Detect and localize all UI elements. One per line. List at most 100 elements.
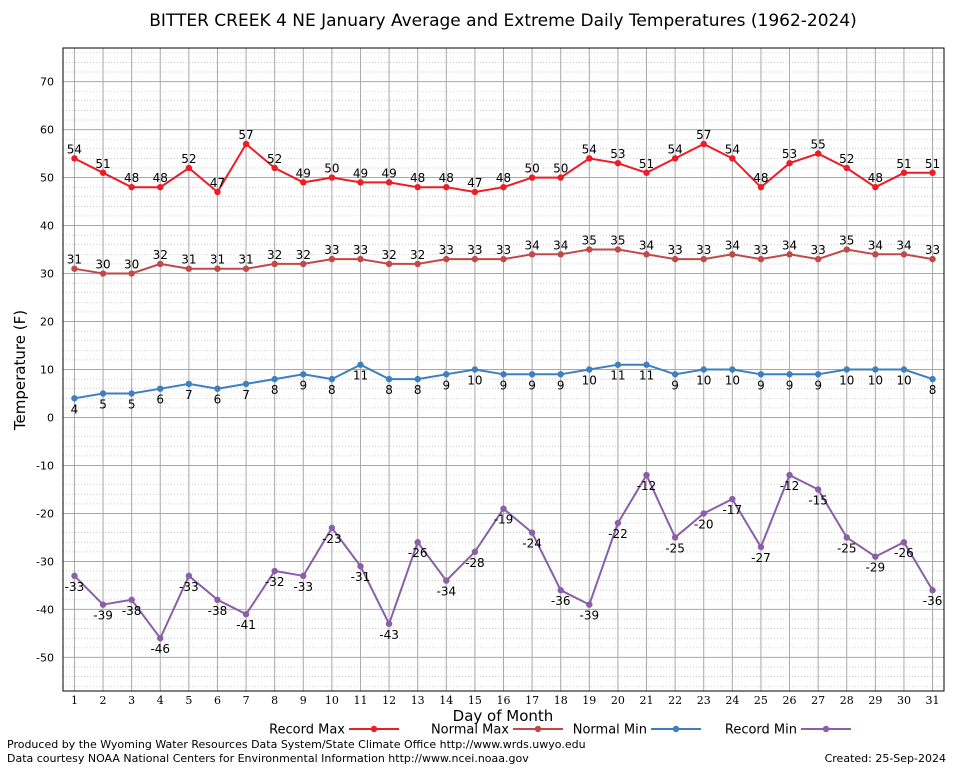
x-tick-label: 24 [725, 694, 739, 707]
data-label-normal-min: 8 [328, 383, 336, 397]
x-tick-label: 30 [897, 694, 911, 707]
x-tick-label: 29 [868, 694, 882, 707]
data-label-record-min: -12 [780, 479, 800, 493]
data-label-record-min: -32 [265, 575, 285, 589]
data-point-record-min [900, 539, 908, 546]
data-point-record-min [786, 471, 793, 479]
data-label-normal-min: 11 [639, 369, 654, 383]
data-point-normal-max [385, 260, 393, 268]
data-label-record-max: 48 [868, 171, 883, 185]
x-tick-label: 1 [71, 694, 78, 707]
x-tick-label: 23 [697, 694, 711, 707]
data-label-normal-min: 9 [557, 378, 565, 392]
data-label-normal-min: 11 [610, 369, 625, 383]
data-label-normal-min: 8 [929, 383, 937, 397]
data-label-normal-min: 8 [385, 383, 393, 397]
data-point-record-min [157, 635, 164, 642]
data-point-normal-max [328, 255, 336, 263]
data-label-record-min: -39 [580, 609, 600, 623]
data-point-normal-min [414, 375, 421, 383]
data-point-record-max [328, 174, 336, 181]
data-point-normal-min [557, 371, 564, 378]
data-label-normal-max: 30 [124, 258, 139, 272]
data-label-normal-min: 9 [814, 378, 822, 392]
y-tick-label: -50 [36, 651, 54, 664]
data-label-record-min: -26 [894, 546, 914, 560]
data-point-normal-max [843, 246, 850, 253]
data-point-record-min [71, 572, 78, 580]
data-label-record-max: 51 [639, 157, 654, 171]
data-point-record-min [500, 505, 507, 512]
data-point-record-max [99, 169, 107, 176]
x-tick-label: 17 [525, 694, 539, 707]
data-label-record-max: 48 [410, 171, 425, 185]
data-label-normal-min: 5 [99, 397, 107, 411]
data-label-record-max: 53 [782, 147, 797, 161]
data-label-normal-min: 10 [582, 374, 597, 388]
data-label-record-max: 54 [582, 142, 597, 156]
data-point-record-min [729, 495, 736, 503]
data-point-normal-max [271, 260, 278, 268]
data-point-record-max [300, 179, 307, 186]
data-point-normal-min [843, 366, 850, 373]
data-point-normal-max [242, 265, 250, 272]
data-label-normal-max: 33 [439, 243, 454, 257]
y-tick-label: 30 [40, 268, 54, 281]
y-tick-label: -10 [36, 459, 54, 472]
data-point-record-max [929, 169, 936, 176]
data-point-record-max [528, 174, 536, 181]
x-tick-label: 2 [100, 694, 107, 707]
y-axis-ticks: 70 60 50 40 30 20 10 0 -10 -20 -30 -40 -50 [36, 76, 54, 665]
data-label-record-min: -19 [494, 513, 514, 527]
data-point-normal-max [900, 251, 908, 258]
data-point-normal-min [471, 366, 479, 373]
footer-created-date: Created: 25-Sep-2024 [825, 752, 946, 765]
x-tick-label: 6 [214, 694, 221, 707]
y-tick-label: -40 [36, 603, 54, 616]
data-point-record-max [128, 183, 135, 191]
data-label-record-min: -17 [723, 503, 743, 517]
data-label-normal-max: 34 [896, 238, 911, 252]
x-tick-label: 4 [157, 694, 164, 707]
data-label-normal-max: 34 [639, 238, 654, 252]
x-axis-ticks: 1 2 3 4 5 6 7 8 9 10 11 12 13 14 15 16 17 18 19 20 21 22 23 24 2… [71, 694, 940, 707]
data-label-record-min: -26 [408, 546, 428, 560]
data-label-record-max: 51 [896, 157, 911, 171]
data-point-normal-max [214, 265, 221, 272]
data-point-normal-min [671, 371, 679, 378]
data-point-record-min [872, 553, 879, 560]
series-normal-max: 31 30 30 32 31 31 31 32 32 33 33 32 32 33 33 33 34 34 35 35… [67, 234, 940, 277]
data-label-normal-max: 35 [610, 234, 625, 248]
data-point-normal-min [99, 390, 107, 397]
data-label-record-min: -34 [436, 585, 456, 599]
data-label-record-max: 54 [725, 142, 740, 156]
data-label-normal-max: 35 [839, 234, 854, 248]
data-point-normal-max [814, 255, 822, 263]
legend-item-normal-min: Normal Min [573, 723, 701, 738]
data-label-record-max: 50 [553, 162, 568, 176]
data-point-record-min [414, 539, 421, 546]
x-tick-label: 26 [783, 694, 797, 707]
data-point-normal-min [528, 371, 536, 378]
data-point-normal-max [500, 255, 507, 263]
x-tick-label: 3 [128, 694, 135, 707]
data-point-normal-min [185, 380, 193, 388]
data-label-normal-min: 9 [528, 378, 536, 392]
data-point-normal-min [328, 375, 336, 383]
data-point-record-max [557, 174, 564, 181]
data-point-normal-min [242, 380, 250, 388]
data-label-normal-min: 9 [757, 378, 765, 392]
data-label-normal-max: 33 [667, 243, 682, 257]
data-label-record-min: -46 [150, 642, 170, 656]
data-label-record-max: 48 [153, 171, 168, 185]
data-label-normal-min: 7 [185, 388, 193, 402]
data-point-record-max [357, 179, 364, 186]
data-point-normal-min [300, 371, 307, 378]
x-tick-label: 28 [840, 694, 854, 707]
data-label-normal-max: 34 [782, 238, 797, 252]
data-point-record-max [786, 159, 793, 167]
data-label-normal-max: 32 [153, 248, 168, 262]
data-point-normal-min [729, 366, 736, 373]
data-label-normal-max: 33 [324, 243, 339, 257]
